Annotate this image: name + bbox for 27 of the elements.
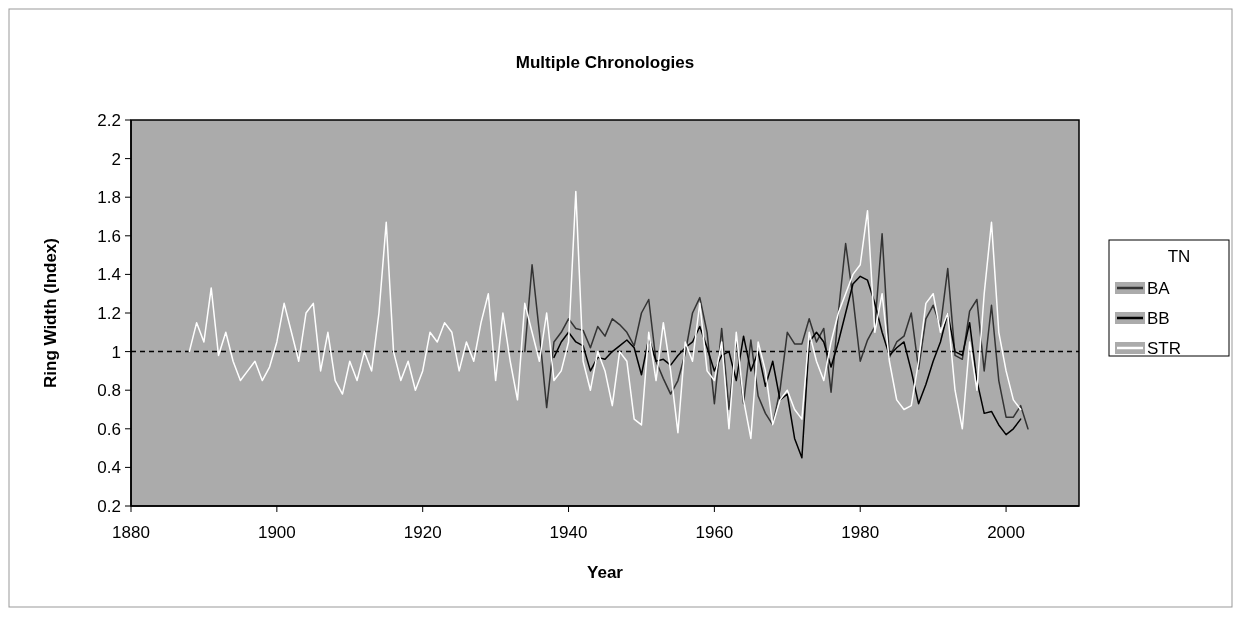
legend-title: TN [1167, 247, 1191, 266]
y-tick-label: 1.6 [97, 226, 121, 246]
y-tick-label: 2.2 [97, 110, 121, 130]
y-axis-title: Ring Width (Index) [41, 238, 60, 388]
x-tick-label: 1960 [695, 523, 734, 542]
x-tick-label: 1980 [841, 523, 880, 542]
line-series [524, 233, 1029, 430]
x-axis-title: Year [587, 563, 624, 582]
y-tick-label: 0.6 [97, 419, 121, 439]
y-tick-label: 0.2 [97, 496, 121, 516]
y-tick-label: 1.8 [97, 188, 121, 208]
x-tick-label: 2000 [987, 523, 1025, 542]
legend-label: BA [1147, 278, 1171, 298]
legend-label: STR [1147, 338, 1181, 358]
chart-title: Multiple Chronologies [515, 53, 695, 72]
y-tick-label: 1.2 [97, 303, 121, 323]
y-tick-label: 0.4 [97, 458, 121, 478]
y-tick-label: 2 [111, 149, 121, 169]
y-tick-label: 1 [111, 342, 121, 362]
x-tick-label: 1900 [257, 523, 296, 542]
y-tick-label: 0.8 [97, 381, 121, 401]
x-tick-label: 1880 [112, 523, 150, 542]
legend-label: BB [1147, 308, 1170, 328]
x-tick-label: 1920 [403, 523, 442, 542]
line-series [188, 190, 1022, 440]
x-tick-label: 1940 [549, 523, 588, 542]
y-tick-label: 1.4 [97, 265, 121, 285]
